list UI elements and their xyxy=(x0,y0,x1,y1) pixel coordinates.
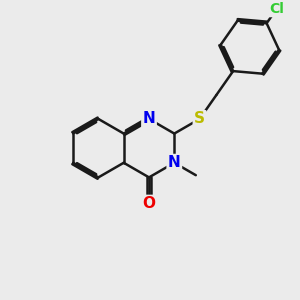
Text: O: O xyxy=(142,196,155,211)
Text: N: N xyxy=(168,155,181,170)
Text: Cl: Cl xyxy=(269,2,284,16)
Text: N: N xyxy=(142,112,155,127)
Text: S: S xyxy=(194,112,205,127)
